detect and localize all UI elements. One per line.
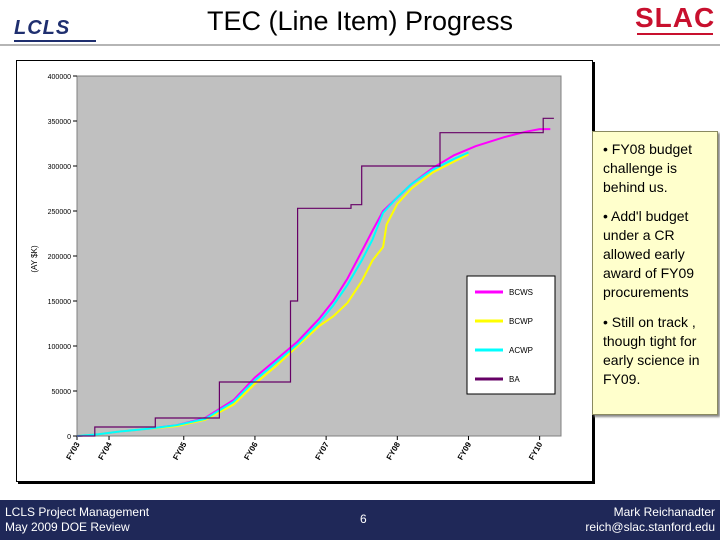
legend-label: BA xyxy=(509,375,520,384)
lcls-logo-underline xyxy=(14,40,96,42)
slac-logo-text: SLAC xyxy=(635,2,716,33)
header-divider xyxy=(0,44,720,46)
x-axis: FY03 FY04 FY05 FY06 FY07 FY08 FY09 FY10 xyxy=(64,436,545,462)
legend-box xyxy=(466,275,556,395)
legend-label: BCWS xyxy=(509,288,533,297)
y-tick-label: 300000 xyxy=(48,164,71,171)
y-tick-label: 400000 xyxy=(48,74,71,81)
slide-header: LCLS TEC (Line Item) Progress SLAC xyxy=(0,0,720,44)
y-tick-label: 100000 xyxy=(48,344,71,351)
footer-right: Mark Reichanadter reich@slac.stanford.ed… xyxy=(585,505,715,535)
slac-logo-underline xyxy=(637,33,713,35)
slide-title: TEC (Line Item) Progress xyxy=(206,6,514,36)
x-tick-label: FY05 xyxy=(171,440,189,462)
y-tick-label: 150000 xyxy=(48,299,71,306)
note-additional-budget: • Add'l budget under a CR allowed early … xyxy=(603,208,695,300)
legend-label: BCWP xyxy=(509,317,533,326)
lcls-logo-text: LCLS xyxy=(14,17,71,39)
x-tick-label: FY06 xyxy=(242,440,260,462)
footer-author-email: reich@slac.stanford.edu xyxy=(585,520,715,534)
x-tick-label: FY08 xyxy=(385,440,403,462)
y-tick-label: 250000 xyxy=(48,209,71,216)
x-tick-label: FY03 xyxy=(64,440,82,462)
chart-legend: BCWS BCWP ACWP BA xyxy=(466,275,556,395)
footer-bar xyxy=(0,500,720,540)
y-tick-label: 350000 xyxy=(48,119,71,126)
x-tick-label: FY10 xyxy=(527,440,545,462)
footer-left: LCLS Project Management May 2009 DOE Rev… xyxy=(5,505,149,535)
chart-frame: 0 50000 100000 150000 200000 250000 300000 3500… xyxy=(16,60,593,482)
x-tick-label: FY04 xyxy=(96,440,114,462)
y-axis: 0 50000 100000 150000 200000 250000 300000 3500… xyxy=(48,74,77,441)
notes-callout: • FY08 budget challenge is behind us. • … xyxy=(592,131,718,415)
y-tick-label: 0 xyxy=(67,434,71,441)
series-layer xyxy=(76,117,554,437)
note-on-track: • Still on track , though tight for earl… xyxy=(603,314,700,387)
progress-chart: 0 50000 100000 150000 200000 250000 300000 3500… xyxy=(30,74,562,462)
y-axis-label: (AY $K) xyxy=(30,245,39,273)
slac-logo: SLAC xyxy=(635,2,716,40)
series-line-acwp xyxy=(76,151,469,437)
x-tick-label: FY09 xyxy=(456,440,474,462)
y-tick-label: 50000 xyxy=(52,389,72,396)
legend-label: ACWP xyxy=(509,346,533,355)
y-tick-label: 200000 xyxy=(48,254,71,261)
footer-review-label: May 2009 DOE Review xyxy=(5,520,130,534)
footer-project-label: LCLS Project Management xyxy=(5,505,150,519)
footer-author-name: Mark Reichanadter xyxy=(613,505,715,519)
x-tick-label: FY07 xyxy=(313,440,331,462)
page-number: 6 xyxy=(360,512,367,526)
note-budget-challenge: • FY08 budget challenge is behind us. xyxy=(603,141,692,195)
series-line-ba xyxy=(77,117,554,437)
lcls-logo: LCLS xyxy=(6,9,96,42)
